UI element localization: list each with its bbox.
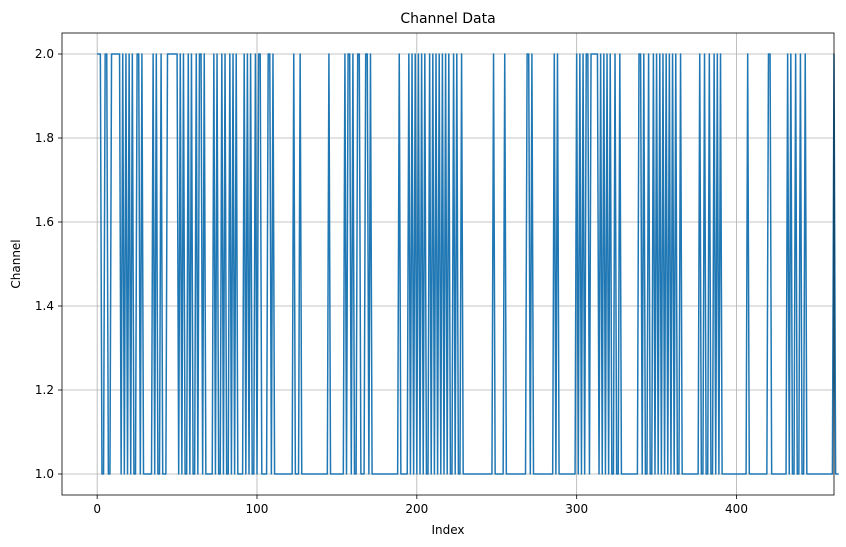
x-axis-label: Index [431,523,464,537]
y-tick-label: 1.6 [35,215,54,229]
x-tick-label: 400 [725,502,748,516]
y-tick-label: 2.0 [35,47,54,61]
y-axis-label: Channel [9,239,23,288]
series-line [97,53,839,475]
x-tick-label: 200 [405,502,428,516]
y-tick-label: 1.2 [35,383,54,397]
x-tick-label: 0 [93,502,101,516]
x-tick-label: 100 [246,502,269,516]
x-tick-label: 300 [565,502,588,516]
y-axis-ticks: 1.0 1.2 1.4 1.6 1.8 2.0 [35,47,62,481]
plot-area-border [61,32,835,496]
y-tick-label: 1.4 [35,299,54,313]
x-axis-ticks: 0 100 200 300 400 [93,495,748,516]
series-layer [97,53,839,475]
chart-title: Channel Data [400,11,495,27]
y-tick-label: 1.8 [35,131,54,145]
y-tick-label: 1.0 [35,467,54,481]
